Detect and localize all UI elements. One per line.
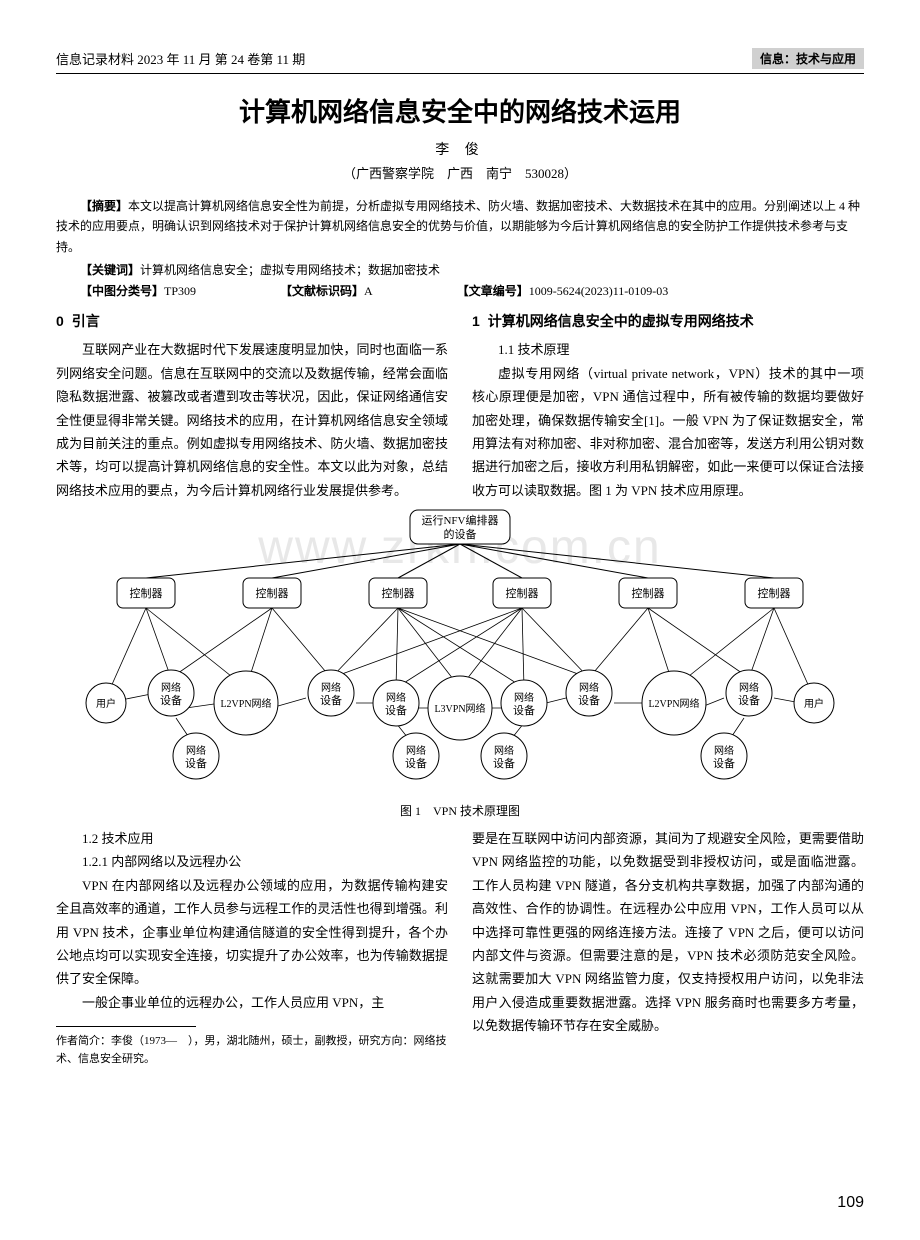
node-root-l2: 的设备 — [444, 527, 477, 541]
page-number: 109 — [837, 1194, 864, 1212]
figure-1-caption: 图 1 VPN 技术原理图 — [56, 802, 864, 819]
svg-text:设备: 设备 — [578, 693, 600, 707]
keywords-label: 【关键词】 — [80, 263, 140, 277]
vpn-diagram-svg: 运行NFV编排器 的设备 控制器 控制器 控制器 控制器 控制器 控制器 — [56, 508, 864, 798]
artid-value: 1009-5624(2023)11-0109-03 — [529, 284, 669, 298]
lr-para-1: 要是在互联网中访问内部资源，其间为了规避安全风险，更需要借助 VPN 网络监控的… — [472, 827, 864, 1038]
header-rule — [56, 73, 864, 74]
ll-para-1: VPN 在内部网络以及远程办公领域的应用，为数据传输构建安全且高效率的通道，工作… — [56, 874, 448, 991]
clc-label: 【中图分类号】 — [80, 284, 164, 298]
columns-lower: 1.2 技术应用 1.2.1 内部网络以及远程办公 VPN 在内部网络以及远程办… — [56, 827, 864, 1068]
columns-upper: 0 引言 互联网产业在大数据时代下发展速度明显加快，同时也面临一系列网络安全问题。… — [56, 309, 864, 502]
svg-text:网络: 网络 — [714, 744, 734, 757]
svg-text:网络: 网络 — [386, 691, 406, 704]
svg-text:用户: 用户 — [96, 697, 116, 710]
section-1-1-heading: 1.1 技术原理 — [472, 338, 864, 361]
section-badge: 信息：技术与应用 — [752, 48, 864, 69]
svg-text:L2VPN网络: L2VPN网络 — [220, 697, 271, 710]
col-right-lower: 要是在互联网中访问内部资源，其间为了规避安全风险，更需要借助 VPN 网络监控的… — [472, 827, 864, 1068]
svg-text:网络: 网络 — [321, 681, 341, 694]
svg-text:设备: 设备 — [493, 756, 515, 770]
doccode-label: 【文献标识码】 — [280, 284, 364, 298]
svg-text:设备: 设备 — [385, 703, 407, 717]
abstract-label: 【摘要】 — [80, 199, 128, 213]
doccode-value: A — [364, 284, 373, 298]
col-right: 1 计算机网络信息安全中的虚拟专用网络技术 1.1 技术原理 虚拟专用网络（vir… — [472, 309, 864, 502]
artid-label: 【文章编号】 — [457, 284, 529, 298]
section-0-title: 引言 — [72, 309, 100, 334]
svg-text:网络: 网络 — [494, 744, 514, 757]
svg-text:控制器: 控制器 — [758, 586, 791, 600]
svg-text:用户: 用户 — [804, 697, 824, 710]
svg-text:控制器: 控制器 — [632, 586, 665, 600]
section-1-2-1-heading: 1.2.1 内部网络以及远程办公 — [56, 850, 448, 873]
ll-para-2: 一般企事业单位的远程办公，工作人员应用 VPN，主 — [56, 991, 448, 1014]
intro-para: 互联网产业在大数据时代下发展速度明显加快，同时也面临一系列网络安全问题。信息在互… — [56, 338, 448, 502]
svg-text:控制器: 控制器 — [256, 586, 289, 600]
abstract-text: 本文以提高计算机网络信息安全性为前提，分析虚拟专用网络技术、防火墙、数据加密技术… — [56, 199, 860, 254]
keywords-text: 计算机网络信息安全；虚拟专用网络技术；数据加密技术 — [140, 263, 440, 277]
svg-text:网络: 网络 — [514, 691, 534, 704]
svg-text:控制器: 控制器 — [382, 586, 415, 600]
svg-text:设备: 设备 — [713, 756, 735, 770]
section-1-heading: 1 计算机网络信息安全中的虚拟专用网络技术 — [472, 309, 864, 334]
node-root-l1: 运行NFV编排器 — [421, 513, 498, 527]
footnote-rule — [56, 1026, 196, 1027]
svg-text:设备: 设备 — [513, 703, 535, 717]
keywords: 【关键词】计算机网络信息安全；虚拟专用网络技术；数据加密技术 — [56, 261, 864, 278]
section-1-2-heading: 1.2 技术应用 — [56, 827, 448, 850]
svg-text:设备: 设备 — [320, 693, 342, 707]
header-bar: 信息记录材料 2023 年 11 月 第 24 卷第 11 期 信息：技术与应用 — [56, 48, 864, 69]
svg-text:设备: 设备 — [160, 693, 182, 707]
section-1-title: 计算机网络信息安全中的虚拟专用网络技术 — [488, 309, 754, 334]
svg-text:L2VPN网络: L2VPN网络 — [648, 697, 699, 710]
running-head: 信息记录材料 2023 年 11 月 第 24 卷第 11 期 — [56, 49, 305, 68]
svg-text:网络: 网络 — [186, 744, 206, 757]
section-0-heading: 0 引言 — [56, 309, 448, 334]
affiliation: （广西警察学院 广西 南宁 530028） — [56, 163, 864, 182]
figure-1: 运行NFV编排器 的设备 控制器 控制器 控制器 控制器 控制器 控制器 — [56, 508, 864, 798]
class-row: 【中图分类号】TP309 【文献标识码】A 【文章编号】1009-5624(20… — [56, 282, 864, 299]
section-1-1-para: 虚拟专用网络（virtual private network，VPN）技术的其中… — [472, 362, 864, 502]
svg-text:控制器: 控制器 — [506, 586, 539, 600]
author: 李 俊 — [56, 139, 864, 159]
svg-text:L3VPN网络: L3VPN网络 — [434, 702, 485, 715]
col-left: 0 引言 互联网产业在大数据时代下发展速度明显加快，同时也面临一系列网络安全问题。… — [56, 309, 448, 502]
abstract: 【摘要】本文以提高计算机网络信息安全性为前提，分析虚拟专用网络技术、防火墙、数据… — [56, 196, 864, 257]
svg-text:设备: 设备 — [185, 756, 207, 770]
author-bio: 作者简介：李俊（1973— ），男，湖北随州，硕士，副教授，研究方向：网络技术、… — [56, 1033, 448, 1068]
svg-text:网络: 网络 — [739, 681, 759, 694]
section-0-num: 0 — [56, 309, 64, 334]
svg-text:网络: 网络 — [161, 681, 181, 694]
article-title: 计算机网络信息安全中的网络技术运用 — [56, 92, 864, 129]
svg-text:控制器: 控制器 — [130, 586, 163, 600]
section-1-num: 1 — [472, 309, 480, 334]
svg-text:网络: 网络 — [406, 744, 426, 757]
svg-text:设备: 设备 — [738, 693, 760, 707]
svg-text:网络: 网络 — [579, 681, 599, 694]
clc-value: TP309 — [164, 284, 196, 298]
svg-text:设备: 设备 — [405, 756, 427, 770]
col-left-lower: 1.2 技术应用 1.2.1 内部网络以及远程办公 VPN 在内部网络以及远程办… — [56, 827, 448, 1068]
